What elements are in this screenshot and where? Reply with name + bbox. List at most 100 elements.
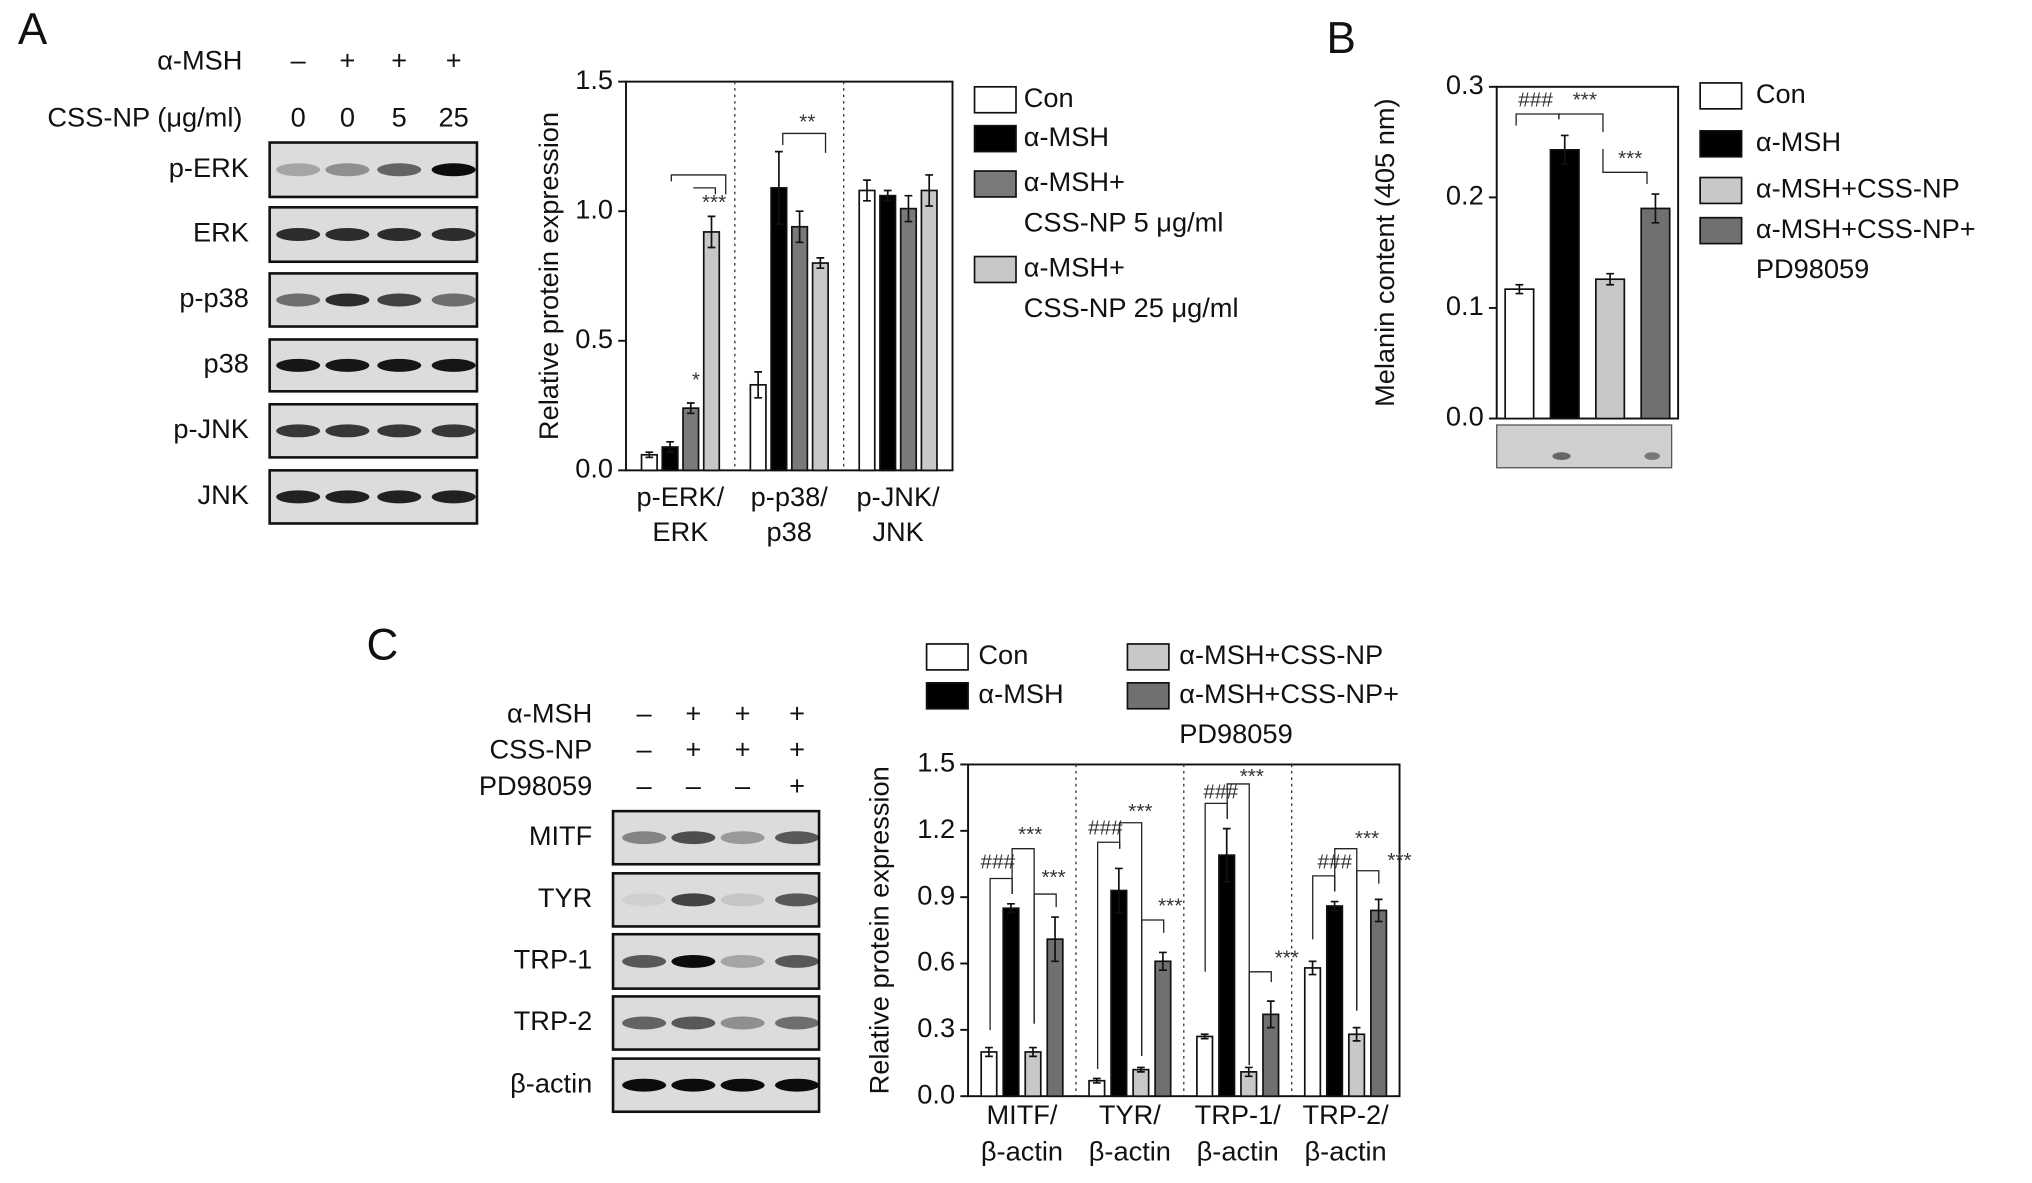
band (671, 1078, 716, 1092)
legend-swatch (1699, 176, 1743, 205)
legend-label: Con (1756, 78, 1806, 109)
bar (1370, 909, 1388, 1098)
plot-frame (1495, 85, 1680, 420)
x-tick-label: p-JNK/ (857, 481, 941, 512)
band (671, 954, 716, 968)
bar (1549, 148, 1580, 420)
bar (1002, 907, 1020, 1098)
error-bar (904, 194, 913, 223)
bar (1110, 889, 1128, 1098)
band-label: MITF (529, 820, 592, 851)
legend-swatch (973, 85, 1017, 114)
x-tick-label: MITF/ (986, 1099, 1057, 1130)
band (276, 424, 321, 438)
band (774, 1016, 820, 1030)
legend-swatch (1126, 643, 1170, 671)
band (377, 293, 422, 307)
panel-letter: B (1327, 14, 1356, 63)
error-bar (1308, 960, 1317, 976)
band (431, 163, 476, 177)
y-tick-label: 0.1 (1446, 290, 1484, 321)
band (325, 163, 370, 177)
bar (682, 407, 700, 472)
band (774, 1078, 820, 1092)
condition-value: + (685, 697, 701, 728)
error-bar (1374, 898, 1383, 923)
legend-label: CSS-NP 5 μg/ml (1024, 206, 1224, 237)
legend-label: PD98059 (1179, 718, 1292, 749)
significance: *** (1240, 765, 1264, 788)
error-bar (985, 1046, 993, 1058)
condition-value: + (391, 44, 407, 75)
y-tick-label: 0.2 (1446, 180, 1484, 211)
significance: ### (1203, 780, 1238, 803)
error-bar (1159, 951, 1167, 971)
condition-value: – (291, 44, 307, 75)
legend-label: α-MSH+CSS-NP (1179, 639, 1383, 670)
y-tick-label: 1.2 (917, 813, 955, 844)
error-bar (666, 441, 674, 454)
band-label: JNK (198, 479, 249, 510)
band (431, 228, 476, 242)
error-bar (1244, 1066, 1253, 1078)
significance: *** (1275, 946, 1299, 969)
condition-label: α-MSH (507, 697, 592, 728)
band (431, 424, 476, 438)
significance: *** (1618, 147, 1642, 170)
bar (1132, 1068, 1150, 1098)
band (671, 831, 716, 845)
bar (899, 207, 918, 472)
x-tick-label: p38 (767, 516, 812, 547)
x-tick-label: p-p38/ (751, 481, 829, 512)
condition-label: CSS-NP (μg/ml) (47, 101, 242, 132)
legend-label: Con (1024, 82, 1074, 113)
band-label: p-JNK (173, 413, 249, 444)
bar (1218, 854, 1236, 1098)
band (622, 954, 667, 968)
significance: *** (1041, 866, 1065, 889)
error-bar (1266, 1000, 1275, 1029)
legend-label: α-MSH (978, 678, 1063, 709)
condition-value: + (446, 44, 462, 75)
x-tick-label: TRP-1/ (1195, 1099, 1282, 1130)
legend-swatch (973, 170, 1017, 198)
bracket (693, 187, 717, 195)
error-bar (816, 257, 825, 270)
band (431, 490, 476, 504)
error-bar (883, 189, 892, 202)
bar (1046, 938, 1064, 1098)
error-bar (1515, 283, 1524, 295)
x-tick-label: ERK (652, 516, 708, 547)
condition-label: PD98059 (479, 770, 592, 801)
melanin-spot (1552, 452, 1571, 460)
legend-label: PD98059 (1756, 253, 1869, 284)
legend-label: α-MSH (1024, 121, 1109, 152)
band-label: TYR (538, 882, 592, 913)
significance: * (692, 368, 700, 391)
bar (790, 225, 809, 472)
band (622, 831, 667, 845)
x-tick-label: JNK (872, 516, 923, 547)
band (276, 293, 321, 307)
band (325, 293, 370, 307)
melanin-strip (1496, 424, 1673, 469)
condition-value: 0 (291, 101, 306, 132)
error-bar (1560, 134, 1569, 166)
error-bar (863, 179, 871, 202)
melanin-spot (1644, 452, 1660, 460)
panel-letter: C (366, 621, 398, 670)
bracket (1356, 870, 1380, 1011)
band-label: TRP-2 (514, 1005, 593, 1036)
bar (702, 231, 721, 472)
condition-value: + (735, 734, 751, 765)
significance: *** (1355, 827, 1379, 850)
legend-swatch (973, 255, 1017, 284)
y-tick-label: 0.5 (575, 323, 613, 354)
significance: *** (1387, 849, 1411, 872)
bar (811, 262, 829, 472)
significance: ### (981, 850, 1016, 873)
band-label: p-ERK (169, 152, 249, 183)
error-bar (1222, 827, 1231, 883)
band (774, 893, 820, 907)
bracket (1033, 893, 1057, 1024)
